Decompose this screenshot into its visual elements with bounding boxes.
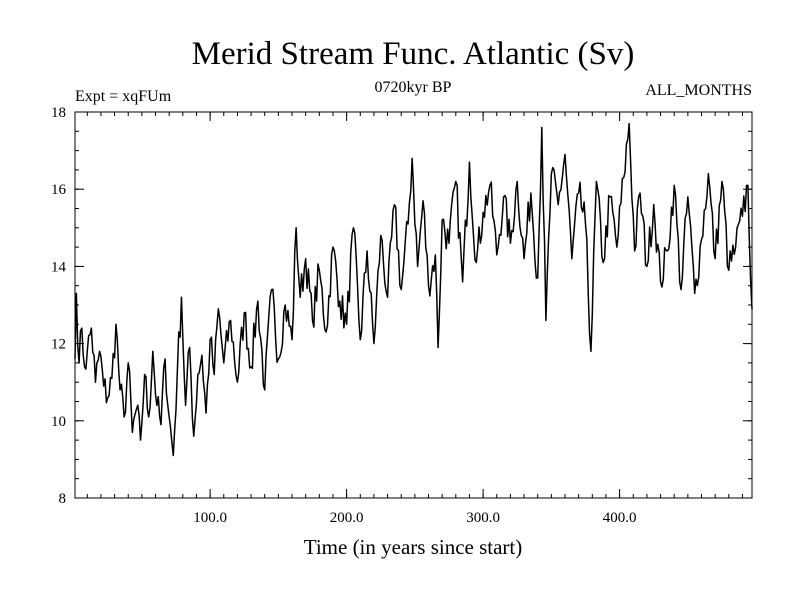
x-tick-label: 100.0 — [193, 510, 227, 526]
x-tick-label: 200.0 — [330, 510, 364, 526]
data-series-line — [74, 122, 753, 457]
y-tick-label: 14 — [51, 259, 67, 275]
chart-subtitle-left: Expt = xqFUm — [75, 88, 172, 105]
chart-subtitle-right: ALL_MONTHS — [645, 82, 752, 99]
x-tick-label: 300.0 — [466, 510, 500, 526]
y-tick-label: 8 — [59, 491, 67, 507]
y-tick-label: 10 — [51, 414, 66, 430]
y-tick-label: 18 — [51, 105, 66, 121]
axis-tick-labels: 100.0 200.0 300.0 400.0 8 10 12 14 16 18 — [51, 105, 636, 526]
axis-ticks — [75, 111, 752, 499]
x-tick-label: 400.0 — [603, 510, 637, 526]
chart-title: Merid Stream Func. Atlantic (Sv) — [192, 36, 635, 72]
y-tick-label: 12 — [51, 337, 66, 353]
chart-subtitle-center: 0720kyr BP — [375, 79, 452, 96]
x-axis-label: Time (in years since start) — [304, 535, 523, 559]
plot-frame — [74, 111, 753, 499]
y-tick-label: 16 — [51, 182, 67, 198]
